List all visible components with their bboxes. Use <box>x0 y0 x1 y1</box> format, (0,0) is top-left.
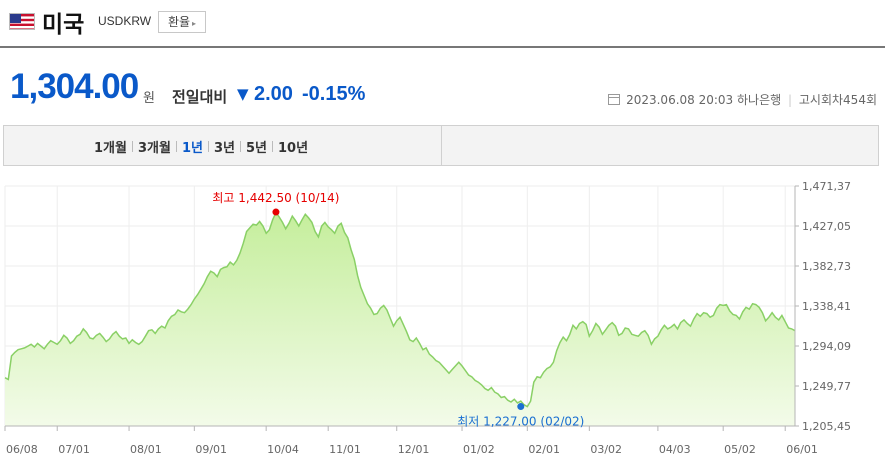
x-tick-label: 02/01 <box>528 443 560 456</box>
y-tick-label: 1,382,73 <box>802 260 851 273</box>
calendar-icon <box>608 94 621 105</box>
tab-separator <box>207 141 209 152</box>
tab-separator <box>271 141 273 152</box>
price-unit: 원 <box>143 91 155 106</box>
tab-separator <box>175 141 177 152</box>
x-tick-label: 01/02 <box>463 443 495 456</box>
tab-3개월[interactable]: 3개월 <box>137 141 171 156</box>
quote-round: 고시회차454회 <box>798 93 877 107</box>
tab-10년[interactable]: 10년 <box>277 141 309 156</box>
down-arrow-icon: ▼ <box>237 85 249 103</box>
y-tick-label: 1,471,37 <box>802 180 851 193</box>
period-tab-list: 1개월 3개월 1년 3년 5년 10년 <box>89 137 313 156</box>
x-tick-label: 09/01 <box>195 443 227 456</box>
low-point <box>517 403 525 411</box>
x-tick-label: 06/01 <box>786 443 818 456</box>
y-tick-label: 1,249,77 <box>802 380 851 393</box>
series-line <box>4 211 796 408</box>
page-header: 미국 USDKRW 환율 ▸ <box>0 0 885 48</box>
x-tick-label: 07/01 <box>58 443 90 456</box>
period-tabs: 1개월 3개월 1년 3년 5년 10년 <box>3 125 879 166</box>
exchange-button[interactable]: 환율 ▸ <box>158 11 206 33</box>
currency-code: USDKRW <box>98 14 152 28</box>
y-tick-label: 1,294,09 <box>802 340 851 353</box>
tab-1년[interactable]: 1년 <box>181 141 203 156</box>
current-price: 1,304.00 <box>10 67 139 106</box>
x-tick-label: 04/03 <box>659 443 691 456</box>
x-tick-label: 11/01 <box>329 443 361 456</box>
area-fill <box>5 212 795 426</box>
x-tick-label: 03/02 <box>590 443 622 456</box>
tab-3년[interactable]: 3년 <box>213 141 235 156</box>
meta-separator: | <box>788 93 793 107</box>
tab-separator <box>239 141 241 152</box>
change-label: 전일대비 <box>172 88 228 106</box>
y-tick-label: 1,205,45 <box>802 420 851 433</box>
tab-5년[interactable]: 5년 <box>245 141 267 156</box>
x-tick-label: 12/01 <box>398 443 430 456</box>
x-tick-label: 10/04 <box>267 443 299 456</box>
header-divider <box>0 46 885 48</box>
x-tick-label: 06/08 <box>6 443 38 456</box>
quote-meta: 2023.06.08 20:03 하나은행 | 고시회차454회 <box>608 91 877 108</box>
change-value: 2.00 <box>254 83 293 105</box>
chevron-right-icon: ▸ <box>192 19 197 28</box>
y-tick-label: 1,427,05 <box>802 220 851 233</box>
chart-canvas: 1,471,37 1,427,05 1,382,73 1,338,41 1,294,09… <box>4 180 851 456</box>
exchange-button-label: 환율 <box>167 15 191 29</box>
y-tick-label: 1,338,41 <box>802 300 851 313</box>
change-percent: -0.15% <box>302 83 366 105</box>
country-title: 미국 <box>42 12 85 38</box>
x-tick-label: 05/02 <box>724 443 756 456</box>
low-label: 최저 1,227.00 (02/02) <box>457 415 584 429</box>
us-flag-icon <box>9 13 35 30</box>
quote-bank: 하나은행 <box>737 93 782 107</box>
quote-date: 2023.06.08 20:03 <box>626 93 734 107</box>
high-point <box>272 208 280 216</box>
tab-1개월[interactable]: 1개월 <box>94 141 127 156</box>
tabs-divider <box>441 126 442 165</box>
tab-separator <box>131 141 133 152</box>
exchange-rate-chart: 1,471,37 1,427,05 1,382,73 1,338,41 1,294,09… <box>0 172 885 468</box>
x-tick-label: 08/01 <box>130 443 162 456</box>
high-label: 최고 1,442.50 (10/14) <box>212 191 339 205</box>
